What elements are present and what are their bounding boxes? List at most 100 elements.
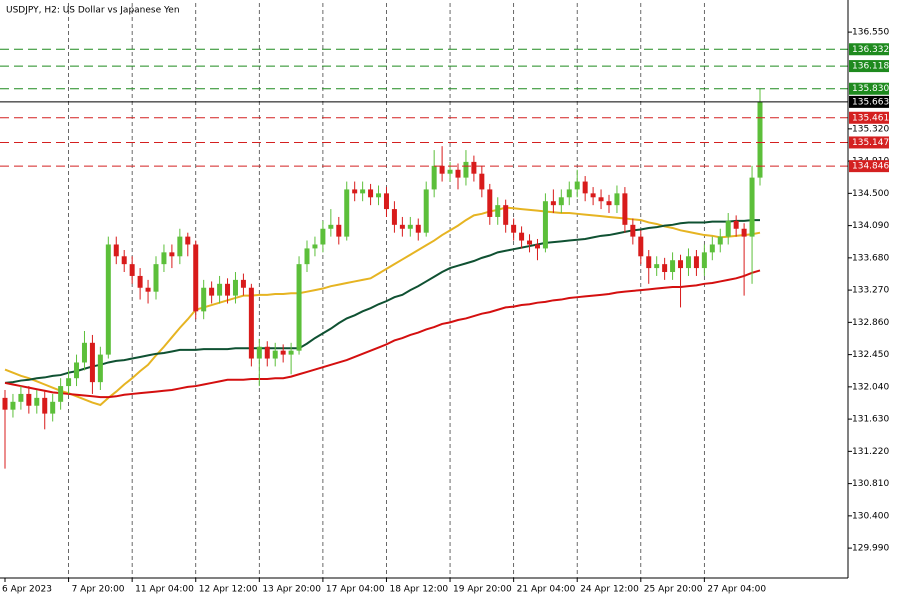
candle-body <box>598 197 604 202</box>
candle-body <box>447 169 453 174</box>
x-tick-label: 25 Apr 20:00 <box>644 585 703 595</box>
candle-body <box>391 209 397 225</box>
candle-body <box>232 279 238 296</box>
candle-body <box>312 244 318 249</box>
level-label-box <box>849 136 889 149</box>
y-tick-label: 130.400 <box>852 511 889 521</box>
x-tick-label: 27 Apr 04:00 <box>707 585 766 595</box>
level-label: 134.846 <box>852 162 889 172</box>
candle-body <box>471 161 477 174</box>
level-label-box <box>849 43 889 56</box>
candle-body <box>81 342 87 363</box>
candle-body <box>248 287 254 359</box>
candle-body <box>383 193 389 210</box>
candle-body <box>479 173 485 190</box>
candle-body <box>542 201 548 249</box>
level-label-box <box>849 82 889 95</box>
candle-body <box>749 177 755 237</box>
candle-body <box>58 386 64 402</box>
candle-body <box>574 181 580 190</box>
y-tick-label: 131.630 <box>852 415 889 425</box>
candle-body <box>566 189 572 198</box>
candle-body <box>431 165 437 190</box>
y-tick-label: 136.550 <box>852 28 889 38</box>
candle-body <box>225 283 231 296</box>
candle-body <box>622 193 628 225</box>
level-label-box <box>849 95 889 108</box>
x-tick-label: 7 Apr 20:00 <box>72 585 125 595</box>
candle-body <box>455 169 461 178</box>
candle-body <box>423 189 429 233</box>
candle-body <box>368 189 374 198</box>
candle-body <box>113 244 119 257</box>
candle-body <box>360 189 366 194</box>
x-tick-label: 12 Apr 12:00 <box>199 585 258 595</box>
candle-body <box>646 256 652 269</box>
candle-body <box>463 161 469 178</box>
candle-body <box>153 264 159 292</box>
level-label-box <box>849 60 889 73</box>
candle-body <box>121 256 127 265</box>
candle-body <box>256 346 262 359</box>
candle-body <box>66 378 72 387</box>
moving-average <box>4 206 761 407</box>
x-tick-label: 21 Apr 04:00 <box>517 585 576 595</box>
y-tick-label: 132.450 <box>852 350 889 360</box>
chart-title: USDJPY, H2: US Dollar vs Japanese Yen <box>6 6 180 16</box>
candle-body <box>534 244 540 249</box>
candle-body <box>137 275 143 288</box>
y-tick-label: 132.860 <box>852 318 889 328</box>
candle-body <box>97 354 103 383</box>
candle-body <box>582 181 588 194</box>
candle-body <box>519 232 525 241</box>
candle-body <box>18 393 24 402</box>
candle-body <box>495 205 501 217</box>
candle-body <box>240 279 246 288</box>
candle-body <box>193 244 199 312</box>
candle-body <box>678 260 684 269</box>
candle-body <box>757 101 763 178</box>
y-tick-label: 129.990 <box>852 544 889 554</box>
candle-body <box>352 189 358 194</box>
candle-body <box>558 197 564 206</box>
x-tick-label: 11 Apr 04:00 <box>135 585 194 595</box>
candle-body <box>709 244 715 253</box>
level-label: 135.663 <box>852 97 889 107</box>
candle-body <box>654 264 660 269</box>
level-label: 135.147 <box>852 138 889 148</box>
candle-body <box>185 236 191 245</box>
candle-body <box>336 224 342 237</box>
candle-body <box>415 224 421 233</box>
candle-body <box>376 193 382 198</box>
candle-body <box>177 236 183 257</box>
y-tick-label: 135.320 <box>852 124 889 134</box>
x-tick-label: 19 Apr 20:00 <box>453 585 512 595</box>
y-tick-label: 133.680 <box>852 253 889 263</box>
candle-body <box>145 287 151 292</box>
candle-body <box>209 287 215 296</box>
candle-body <box>662 264 668 273</box>
candle-body <box>511 224 517 233</box>
candle-body <box>272 350 278 359</box>
candle-body <box>527 240 533 245</box>
y-tick-label: 131.220 <box>852 447 889 457</box>
candle-body <box>42 397 48 414</box>
candle-body <box>503 205 509 225</box>
candle-body <box>685 256 691 269</box>
candle-body <box>105 244 111 355</box>
level-label-box <box>849 160 889 173</box>
level-label: 135.830 <box>852 84 889 94</box>
candle-body <box>606 201 612 206</box>
level-label: 136.118 <box>852 62 889 72</box>
y-tick-label: 132.040 <box>852 382 889 392</box>
candle-body <box>439 165 445 174</box>
candle-body <box>614 193 620 206</box>
candle-body <box>217 283 223 296</box>
y-tick-label: 133.270 <box>852 286 889 296</box>
candle-body <box>344 189 350 237</box>
candle-body <box>34 397 40 406</box>
x-tick-label: 13 Apr 20:00 <box>262 585 321 595</box>
candle-body <box>264 346 270 359</box>
candle-body <box>89 342 95 383</box>
